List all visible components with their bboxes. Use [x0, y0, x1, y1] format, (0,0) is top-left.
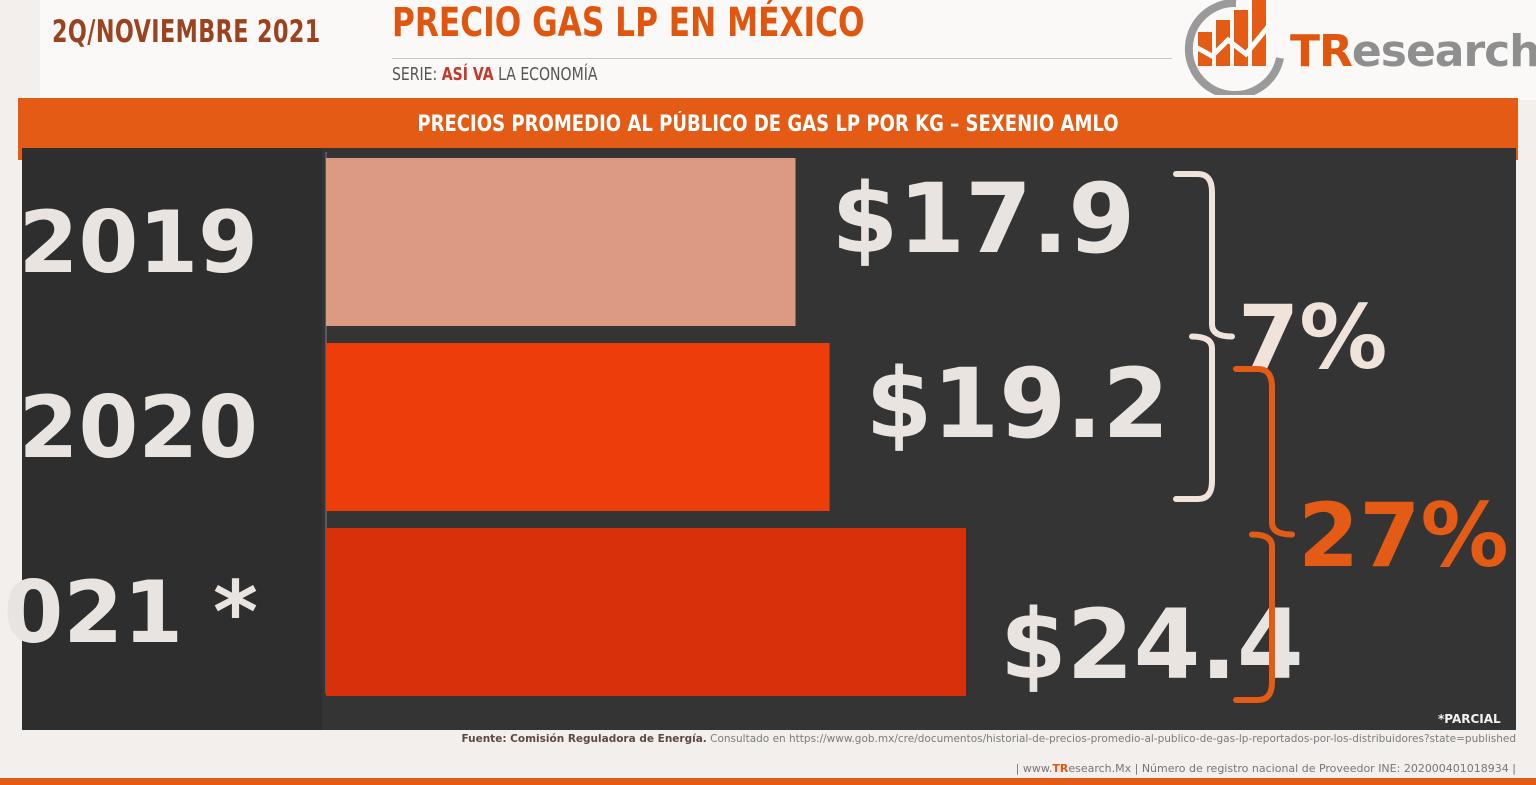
- logo-wordmark: TResearch: [1290, 26, 1536, 77]
- registry-note: | www.TResearch.Mx | Número de registro …: [1015, 762, 1516, 775]
- change-2019-2020-label: 7%: [1238, 286, 1387, 389]
- series-prefix: SERIE:: [392, 64, 438, 85]
- category-label-2019: 2019: [19, 193, 258, 293]
- logo-ring-icon: [1184, 0, 1284, 95]
- logo-trend-icon: [1192, 20, 1274, 60]
- value-label-2020: $19.2: [866, 348, 1170, 460]
- bar-2019: [326, 158, 796, 326]
- category-label-2021: 2021 *: [0, 563, 258, 663]
- logo-bar-4-icon: [1252, 0, 1266, 66]
- value-label-2019: $17.9: [832, 163, 1136, 275]
- page-title: PRECIO GAS LP EN MÉXICO: [392, 0, 865, 46]
- series-suffix: LA ECONOMÍA: [498, 64, 598, 85]
- source-note: Fuente: Comisión Reguladora de Energía. …: [461, 733, 1516, 745]
- bottom-accent-strip: [0, 778, 1536, 785]
- partial-note: *PARCIAL: [1438, 712, 1501, 726]
- bar-2020: [326, 343, 830, 511]
- category-label-2020: 2020: [19, 378, 258, 478]
- change-2020-2021-label: 27%: [1298, 484, 1509, 587]
- change-2019-2020-bracket: [1173, 171, 1235, 502]
- title-divider: [392, 58, 1172, 59]
- chart-title: PRECIOS PROMEDIO AL PÚBLICO DE GAS LP PO…: [417, 112, 1119, 137]
- series-emph: ASÍ VA: [441, 64, 494, 85]
- value-label-2021: $24.4: [1000, 589, 1304, 701]
- header-left-margin: [0, 0, 40, 100]
- chart-label-column: [22, 148, 322, 730]
- change-2020-2021-bracket: [1233, 366, 1295, 703]
- series-line: SERIE: ASÍ VA LA ECONOMÍA: [392, 64, 597, 85]
- logo-bar-1-icon: [1198, 32, 1212, 66]
- header: 2Q/NOVIEMBRE 2021 PRECIO GAS LP EN MÉXIC…: [0, 0, 1536, 100]
- bar-2021: [326, 528, 966, 696]
- date-label: 2Q/NOVIEMBRE 2021: [52, 14, 321, 50]
- tresearch-logo: [1184, 0, 1284, 95]
